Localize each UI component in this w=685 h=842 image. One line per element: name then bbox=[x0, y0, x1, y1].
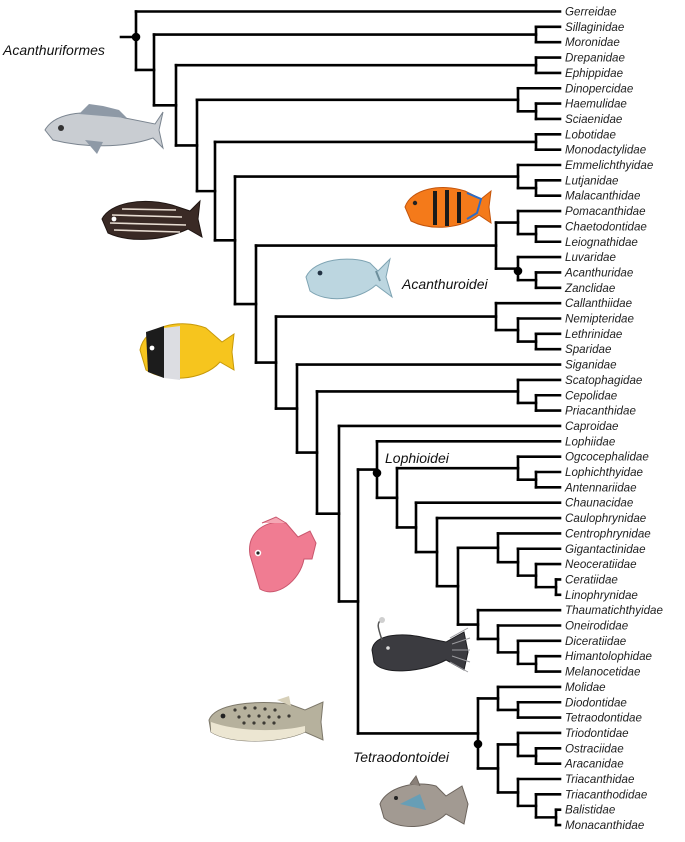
taxon-label: Triodontidae bbox=[565, 727, 629, 740]
boarfish-illustration bbox=[249, 516, 317, 593]
clade-label-acanthuriformes: Acanthuriformes bbox=[2, 42, 105, 58]
taxon-label: Centrophrynidae bbox=[565, 527, 651, 540]
taxon-label: Scatophagidae bbox=[565, 374, 643, 387]
taxon-label: Luvaridae bbox=[565, 251, 616, 264]
taxon-label: Lobotidae bbox=[565, 128, 616, 141]
taxon-label: Sciaenidae bbox=[565, 113, 623, 126]
taxon-label: Ephippidae bbox=[565, 67, 624, 80]
taxon-label: Gigantactinidae bbox=[565, 543, 646, 556]
striped-sweetlips-illustration bbox=[101, 199, 203, 240]
taxon-label: Caulophrynidae bbox=[565, 512, 647, 525]
taxon-label: Drepanidae bbox=[565, 52, 625, 65]
taxon-label: Dinopercidae bbox=[565, 82, 634, 95]
taxon-label: Triacanthodidae bbox=[565, 788, 648, 801]
taxon-label: Thaumatichthyidae bbox=[565, 604, 664, 617]
clade-label-lophioidei: Lophioidei bbox=[385, 450, 450, 466]
surgeonfish-illustration bbox=[305, 257, 393, 300]
taxon-label: Acanthuridae bbox=[564, 266, 634, 279]
taxon-label: Moronidae bbox=[565, 36, 620, 49]
taxon-label: Caproidae bbox=[565, 420, 619, 433]
taxon-label: Molidae bbox=[565, 681, 606, 694]
taxon-label: Lethrinidae bbox=[565, 328, 623, 341]
pufferfish-illustration bbox=[208, 696, 324, 742]
taxon-label: Diodontidae bbox=[565, 696, 627, 709]
taxon-label: Pomacanthidae bbox=[565, 205, 646, 218]
taxon-label: Chaetodontidae bbox=[565, 220, 647, 233]
taxon-label: Melanocetidae bbox=[565, 666, 641, 679]
taxon-label: Ogcocephalidae bbox=[565, 451, 649, 464]
taxon-label: Neoceratiidae bbox=[565, 558, 637, 571]
taxon-label: Cepolidae bbox=[565, 389, 618, 402]
taxon-label: Diceratiidae bbox=[565, 635, 627, 648]
taxon-label: Ostraciidae bbox=[565, 742, 624, 755]
taxon-label: Leiognathidae bbox=[565, 236, 638, 249]
taxon-label: Chaunacidae bbox=[565, 497, 634, 510]
lophioidei-node bbox=[372, 468, 382, 478]
butterflyfish-illustration bbox=[139, 323, 235, 380]
tetraodontoidei-node bbox=[473, 739, 483, 749]
taxon-label: Triacanthidae bbox=[565, 773, 635, 786]
taxon-label: Lophiidae bbox=[565, 435, 616, 448]
triggerfish-illustration bbox=[379, 774, 469, 828]
taxon-label: Antennariidae bbox=[564, 481, 637, 494]
taxon-label: Tetraodontidae bbox=[565, 712, 642, 725]
grunt-fish-illustration bbox=[44, 104, 164, 154]
tree-branches bbox=[119, 10, 562, 827]
taxon-label: Lophichthyidae bbox=[565, 466, 644, 479]
taxon-label: Gerreidae bbox=[565, 6, 617, 19]
taxon-label: Sillaginidae bbox=[565, 21, 625, 34]
taxon-label: Emmelichthyidae bbox=[565, 159, 654, 172]
taxon-label: Monodactylidae bbox=[565, 144, 647, 157]
taxon-label: Malacanthidae bbox=[565, 190, 641, 203]
taxon-label: Siganidae bbox=[565, 359, 617, 372]
taxon-labels: Gerreidae Sillaginidae Moronidae Drepanidae… bbox=[564, 6, 664, 833]
taxon-label: Priacanthidae bbox=[565, 405, 636, 418]
taxon-label: Aracanidae bbox=[564, 758, 624, 771]
taxon-label: Monacanthidae bbox=[565, 819, 645, 832]
taxon-label: Oneirodidae bbox=[565, 620, 629, 633]
taxon-label: Nemipteridae bbox=[565, 313, 635, 326]
taxon-label: Balistidae bbox=[565, 804, 616, 817]
taxon-label: Ceratiidae bbox=[565, 573, 618, 586]
clade-label-tetraodontoidei: Tetraodontoidei bbox=[353, 749, 450, 765]
anglerfish-illustration bbox=[371, 617, 471, 673]
taxon-label: Zanclidae bbox=[564, 282, 616, 295]
fish-illustrations bbox=[44, 104, 492, 828]
taxon-label: Linophrynidae bbox=[565, 589, 638, 602]
clade-label-acanthuroidei: Acanthuroidei bbox=[401, 276, 489, 292]
taxon-label: Haemulidae bbox=[565, 98, 627, 111]
taxon-label: Callanthiidae bbox=[565, 297, 633, 310]
taxon-label: Sparidae bbox=[565, 343, 612, 356]
taxon-label: Lutjanidae bbox=[565, 174, 619, 187]
acanthuroidei-node bbox=[513, 266, 523, 276]
flame-angelfish-illustration bbox=[404, 187, 492, 228]
acanthuriformes-node bbox=[131, 32, 141, 42]
taxon-label: Himantolophidae bbox=[565, 650, 653, 663]
